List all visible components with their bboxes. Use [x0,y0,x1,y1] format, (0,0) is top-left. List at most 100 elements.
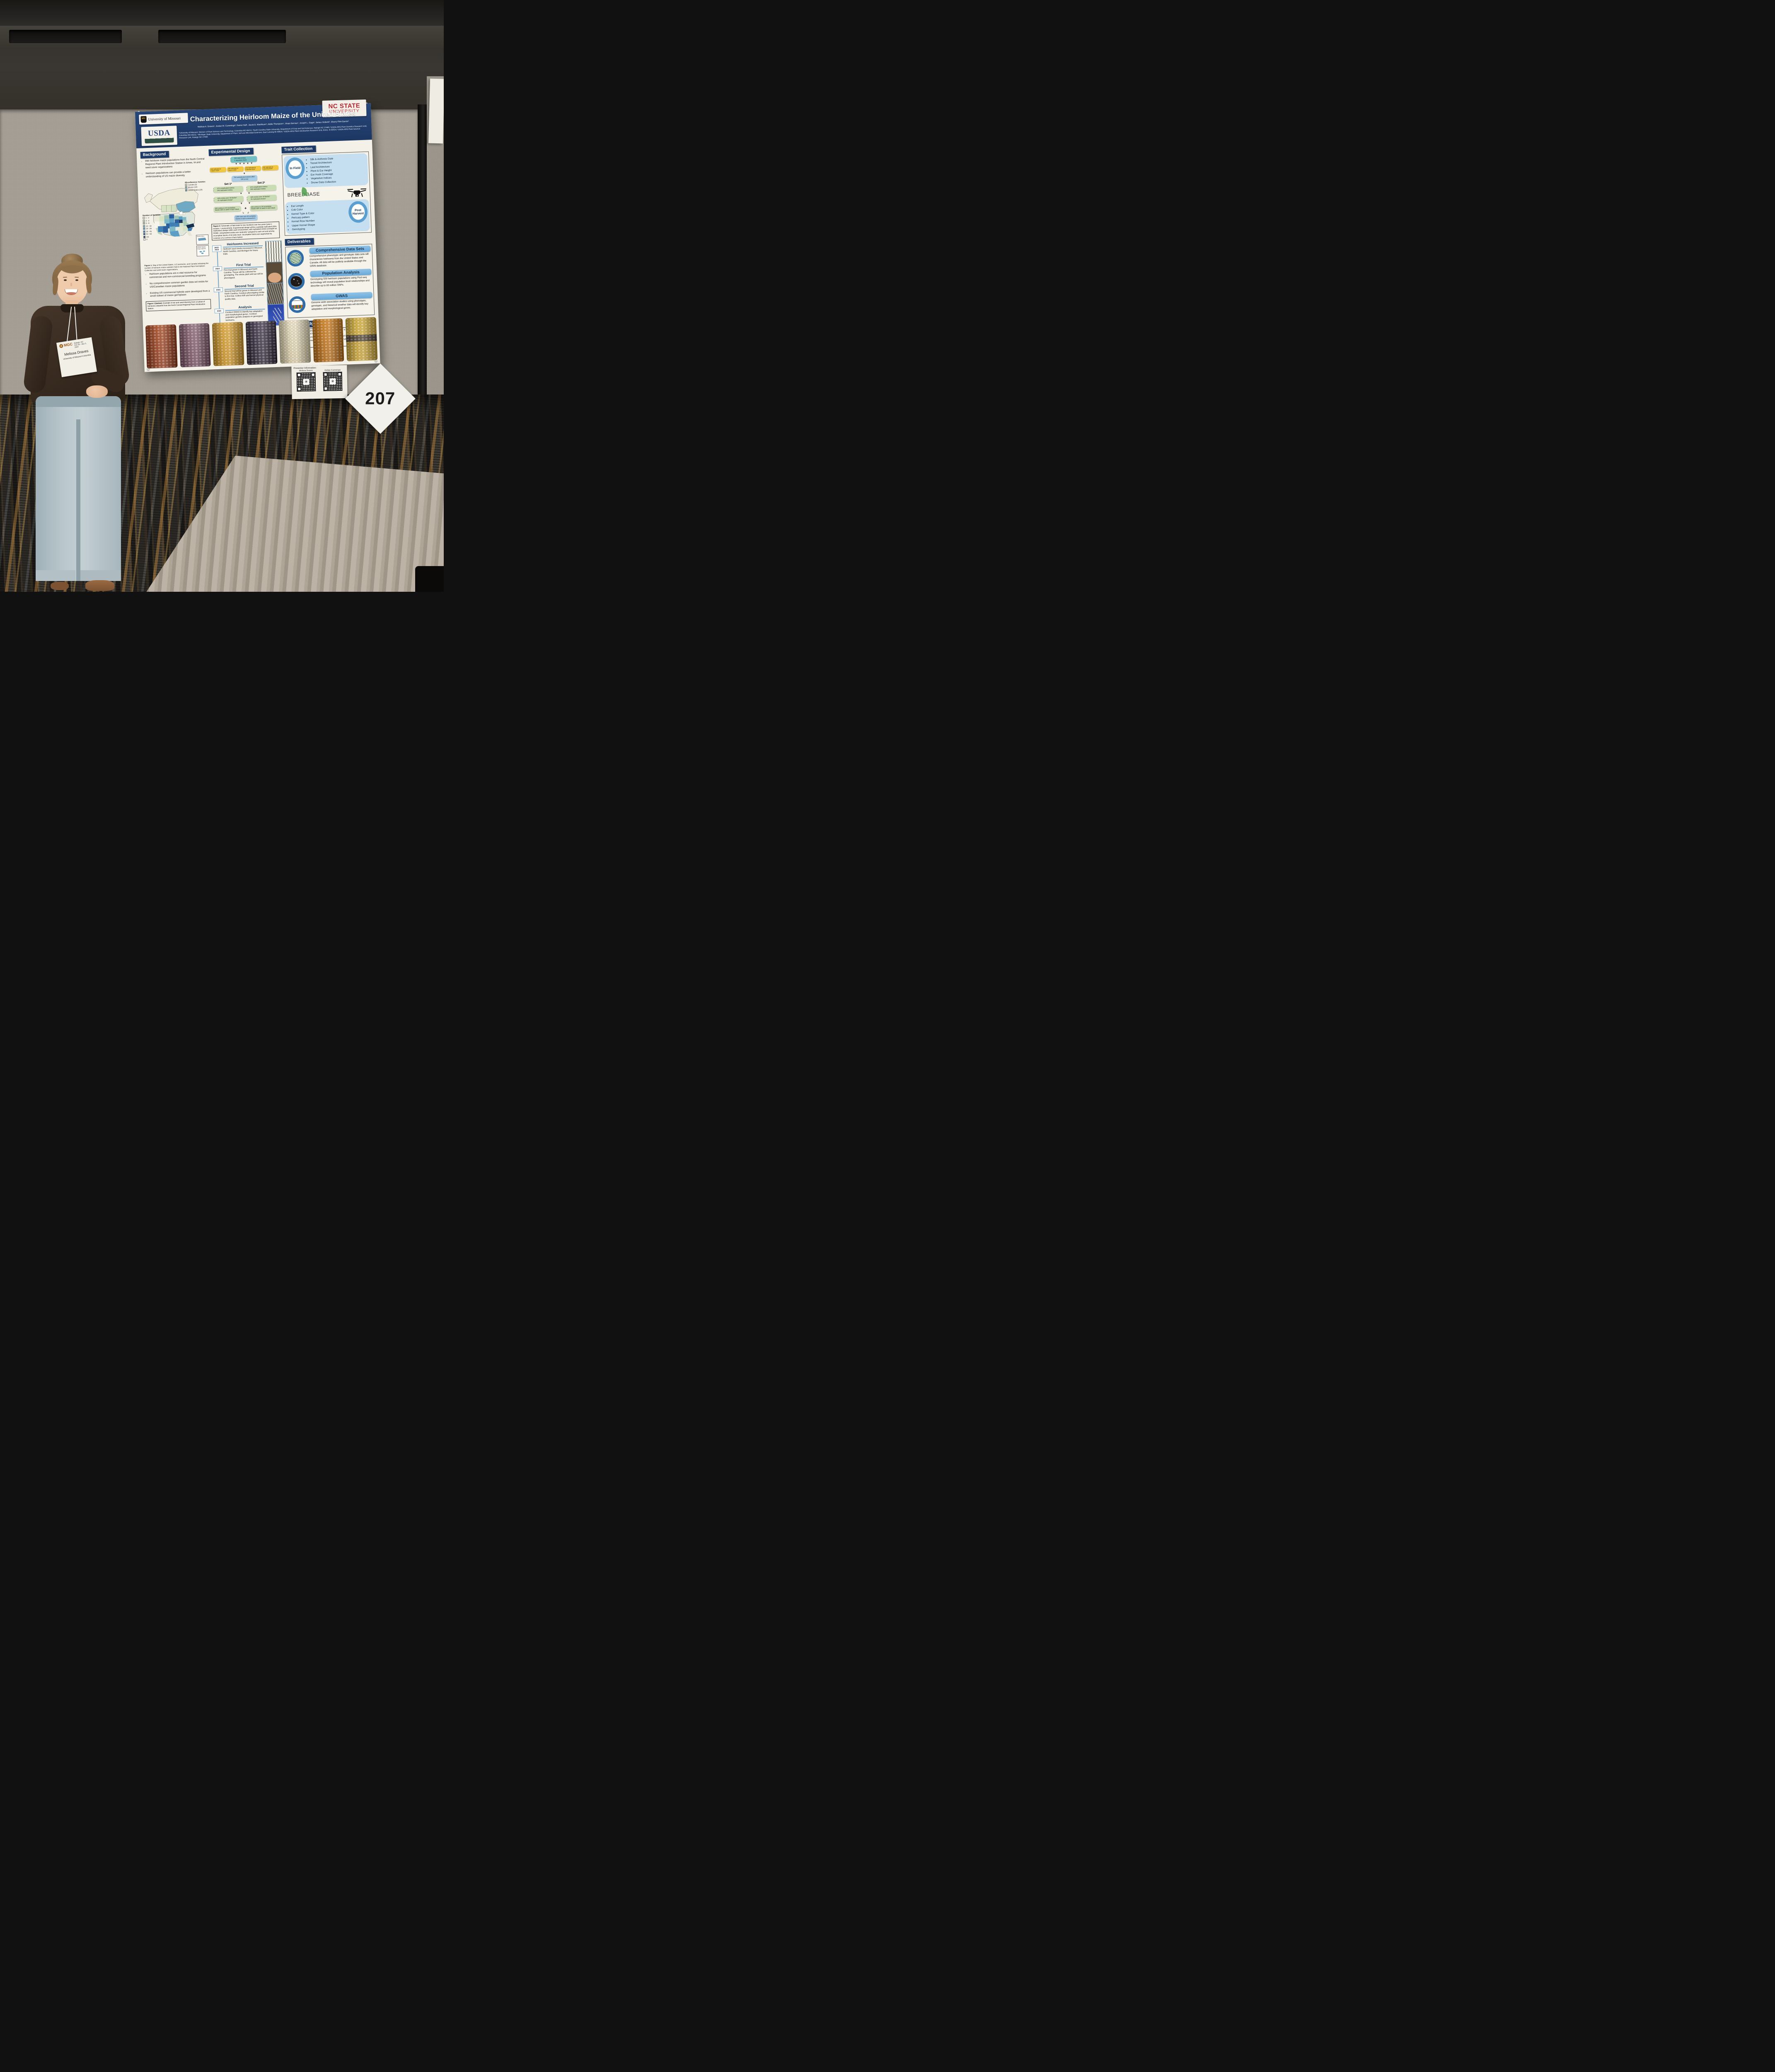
legend-swatch [185,186,187,189]
in-field-ring: In Field [285,157,305,179]
manhattan-plot-icon [288,296,306,313]
flow-item: 1 repeated check [234,159,256,162]
wall-vent-right [158,30,286,43]
background-bullets-bottom: Heirloom populations are a vital resourc… [145,271,210,298]
adjacent-poster-sliver [428,78,444,144]
presenter-info-card: Presenter Information: Melissa Draves ✳ … [291,365,348,399]
flow-set-box: 372 unreplicated entries 248 replicated … [213,186,244,193]
flow-incomplete-boxes: 640 entries in 20 incomplete blocks with… [213,204,278,213]
qr-label-jordan: Jordan Cummings [324,369,341,372]
background-bullet: Heirloom populations are a vital resourc… [149,271,210,280]
grin-global-logo [287,249,304,267]
flow-item: 248 replicated entries [217,189,242,192]
figure3-flowchart: 992 total entries 1 repeated check ▼ ▼ ▼… [209,155,281,222]
pant-hem [80,570,121,581]
brown-shoe [51,582,69,590]
experimental-design-heading: Experimental Design [208,148,254,156]
flow-arrows-icon: ▼ ▼ ▼ ▼ ▼ [235,162,253,165]
name-badge: MGC Raleigh, NC Feb 29 – Mar 3, 2024 Mel… [56,337,97,378]
post-harvest-card: Ear Length Cob Color Kernel Type & Color… [285,199,370,234]
eye [64,279,67,281]
background-bullet: 990 heirloom maize populations from the … [145,158,206,170]
legend-swatch [143,230,145,233]
flow-arrow-icon: ▼ [243,172,246,175]
figure1-caption-text: Map of the United States, U.S territorie… [144,262,209,272]
flow-merge-arrows-icon: ↳ ↲ [242,212,249,215]
breedbase-text2: ASE [309,191,320,197]
kernel-pile-photo [288,273,305,290]
qr-code-melissa: ✳ [296,372,316,392]
flow-set-box: 372 unreplicated entries 248 replicated … [246,184,277,192]
um-logo-text: University of Missouri [148,116,181,121]
legend-label: 0 [146,238,148,241]
flow-item: 20 replicated checks* [251,197,276,200]
legend-swatch [143,228,145,230]
deliverable-item: Comprehensive Data Sets Comprehensive ph… [287,245,371,269]
puerto-rico-inset: Puerto Rico [196,234,209,245]
virgin-islands-inset: United States Virgin Islands [196,245,209,257]
flow-site-box: 248 replicated at Columbia 2025* [261,165,279,171]
trait-item: Drone Data Collection [311,180,336,185]
flow-set-boxes: 372 unreplicated entries 248 replicated … [213,184,277,193]
flow-top-box: 992 total entries 1 repeated check [230,156,257,163]
flow-arrows-icon: ▼ ▼ [240,202,251,205]
flow-item: 20 replicated checks* [218,198,242,201]
drone-icon [347,187,367,198]
corn-ear-photo [346,317,378,361]
legend-label: 5 - 9 [145,222,150,225]
flow-site-boxes: 248 replicated at Clayton 2024* 248 repl… [210,165,279,173]
in-field-card: In Field Silk & Anthesis Date Tassel Arc… [283,153,368,188]
deliverable-item: Population Analysis Genotyping 500 heirl… [288,269,372,293]
legend-label: Canada (3) [188,183,197,186]
legend-swatch [143,222,145,225]
cornfield-photo [265,240,283,263]
background-heading: Background [140,151,169,159]
flow-site-box: 248 replicated at Columbia 2024* [244,165,261,172]
hairline [56,265,88,279]
number-of-varieties-legend: Number of Varieties 1 - 2 3 - 4 5 - 9 10… [143,214,162,242]
flow-site-box: 248 replicated at Clayton 2024* [210,167,227,173]
in-field-list: Silk & Anthesis Date Tassel Architecture… [306,157,336,185]
deliverables-heading: Deliverables [285,238,314,246]
eye [75,279,78,281]
deliverable-title: Comprehensive Data Sets [309,245,371,254]
poster-number: 207 [365,388,396,408]
mu-shield-icon [140,116,147,123]
timeline-year: 2025 [213,287,223,293]
mgc-flower-icon [59,344,63,349]
num-legend-title: Number of Varieties [143,213,161,217]
timeline-text: First trial grown in Missouri and North … [224,268,263,280]
legend-swatch [143,217,145,219]
dark-object-corner [415,566,444,592]
qr-code-jordan: ✳ [323,372,343,391]
legend-label: 20 - 29 [146,228,152,230]
figure2-caption-text: Example of ear and seed diversity from a… [148,300,206,310]
deliverable-text: Comprehensive phenotypic and genotypic d… [309,253,369,268]
deliverable-text: Genotyping 500 heirloom populations usin… [310,276,370,288]
usda-field-swoosh-icon [145,136,174,143]
legend-swatch [143,236,146,238]
legend-swatch [185,184,187,186]
post-harvest-list: Ear Length Cob Color Kernel Type & Color… [287,203,347,232]
qr-center-logo: ✳ [303,379,310,385]
flow-arrows-icon: ▼ ▼ [239,192,251,195]
legend-label: Mexico (14) [188,186,198,189]
misc-varieties-legend: Miscellaneous Varieties Canada (3) Mexic… [185,181,207,192]
flow-final-box: 1280 rows over 40 complete blocks in eac… [234,214,258,221]
corn-ear-photo [245,320,278,365]
clasped-hands [86,385,108,398]
gray-blue-pants [36,396,121,581]
deliverable-item: GWAS Genome wide association studies usi… [288,292,373,315]
legend-label: United States (20) [188,189,203,191]
set2-label: Set 2* [257,181,265,185]
usda-logo: USDA [141,126,177,146]
legend-swatch [185,189,188,191]
wall-vent-left [9,30,122,43]
trait-collection-heading: Trait Collection [281,145,316,154]
deliverable-title: GWAS [311,292,372,300]
pant-hem [36,570,75,581]
breedbase-text: BREE [287,191,302,198]
figure3-caption: Figure 3: Schematic of field trials for … [211,221,280,241]
qr-center-logo: ✳ [329,378,336,385]
deliverables-panel: Comprehensive Data Sets Comprehensive ph… [285,244,375,318]
